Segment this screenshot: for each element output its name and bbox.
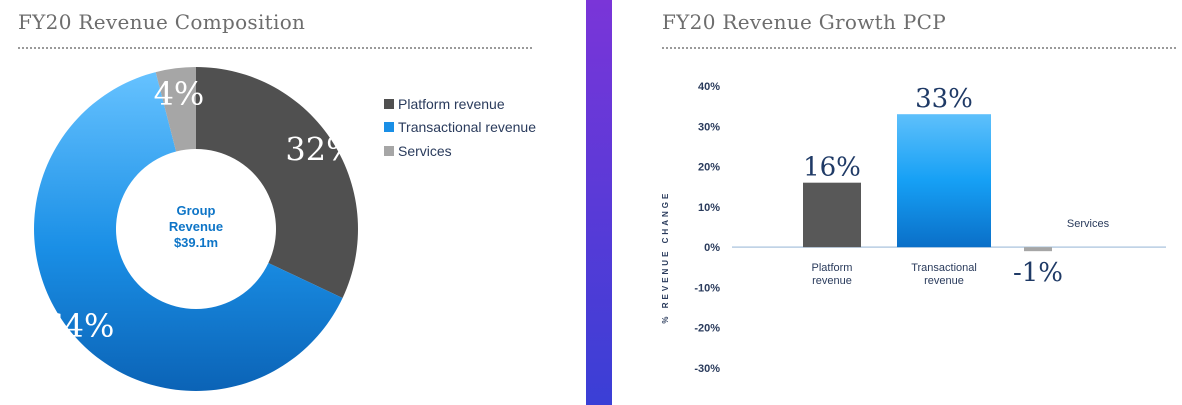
right-title-rule bbox=[662, 47, 1176, 49]
y-tick-label: 30% bbox=[698, 121, 720, 133]
bar-data-label-transactional: 33% bbox=[915, 84, 973, 114]
category-label-platform: revenue bbox=[812, 275, 852, 287]
y-tick-label: 40% bbox=[698, 81, 720, 93]
legend-item-transactional: Transactional revenue bbox=[384, 116, 536, 140]
donut-data-label-platform: 32% bbox=[285, 131, 356, 169]
center-label-line-2: Revenue bbox=[168, 219, 224, 234]
y-axis-label: % REVENUE CHANGE bbox=[661, 191, 670, 324]
bar-chart: 40% 30% 20% 10% 0% -10% -20% -30% 16% 33% -1% Pla… bbox=[661, 81, 1166, 375]
donut-legend: Platform revenue Transactional revenue S… bbox=[384, 92, 536, 163]
category-label-platform: Platform bbox=[812, 262, 853, 274]
bar-data-label-services: -1% bbox=[1013, 258, 1063, 288]
category-label-transactional: revenue bbox=[924, 275, 964, 287]
legend-swatch-transactional bbox=[384, 122, 394, 133]
bar-services bbox=[1024, 247, 1052, 252]
legend-item-services: Services bbox=[384, 139, 536, 163]
y-tick-label: 10% bbox=[698, 202, 720, 214]
bar-transactional bbox=[897, 114, 991, 248]
donut-slice-services bbox=[155, 67, 196, 152]
legend-label-services: Services bbox=[398, 142, 452, 159]
left-panel-title: FY20 Revenue Composition bbox=[18, 10, 306, 34]
y-tick-label: -30% bbox=[694, 363, 720, 375]
bar-data-label-platform: 16% bbox=[803, 153, 861, 183]
donut-center-label: Group Revenue $39.1m bbox=[136, 203, 256, 251]
center-label-line-1: Group bbox=[176, 203, 216, 218]
donut-data-label-services: 4% bbox=[154, 75, 205, 113]
y-tick-label: -10% bbox=[694, 282, 720, 294]
category-label-services: Services bbox=[1067, 218, 1110, 230]
left-title-rule bbox=[18, 47, 532, 49]
donut-chart: 32% 64% 4% bbox=[33, 67, 358, 391]
donut-slice-transactional bbox=[33, 72, 343, 391]
donut-slice-platform bbox=[196, 67, 358, 298]
legend-swatch-platform bbox=[384, 98, 394, 109]
right-panel-title: FY20 Revenue Growth PCP bbox=[662, 10, 946, 34]
legend-label-platform: Platform revenue bbox=[398, 95, 505, 112]
legend-label-transactional: Transactional revenue bbox=[398, 119, 537, 136]
y-tick-label: 0% bbox=[704, 242, 720, 254]
panel-divider bbox=[586, 0, 612, 405]
legend-swatch-services bbox=[384, 145, 394, 156]
legend-item-platform: Platform revenue bbox=[384, 92, 536, 116]
center-label-line-3: $39.1m bbox=[173, 235, 219, 250]
y-tick-label: -20% bbox=[694, 323, 720, 335]
y-tick-label: 20% bbox=[698, 162, 720, 174]
bar-platform bbox=[803, 182, 861, 248]
donut-data-label-transactional: 64% bbox=[43, 307, 114, 345]
category-label-transactional: Transactional bbox=[911, 262, 977, 274]
